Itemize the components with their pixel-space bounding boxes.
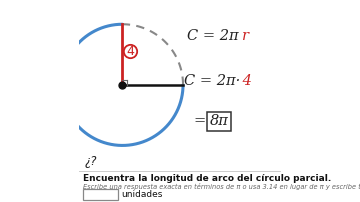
Text: unidades: unidades — [121, 190, 163, 199]
Text: C = 2π·: C = 2π· — [184, 74, 240, 88]
Text: C = 2π: C = 2π — [187, 29, 243, 43]
Text: =: = — [193, 114, 205, 128]
Text: Escribe una respuesta exacta en términos de π o usa 3.14 en lugar de π y escribe: Escribe una respuesta exacta en términos… — [83, 183, 360, 190]
Text: Encuentra la longitud de arco del círculo parcial.: Encuentra la longitud de arco del círcul… — [83, 174, 331, 183]
Text: 4: 4 — [238, 74, 251, 88]
Text: 8π: 8π — [209, 114, 228, 128]
Text: ¿?: ¿? — [85, 155, 98, 168]
Text: 4: 4 — [127, 45, 134, 58]
FancyBboxPatch shape — [83, 189, 118, 200]
Text: r: r — [242, 29, 249, 43]
